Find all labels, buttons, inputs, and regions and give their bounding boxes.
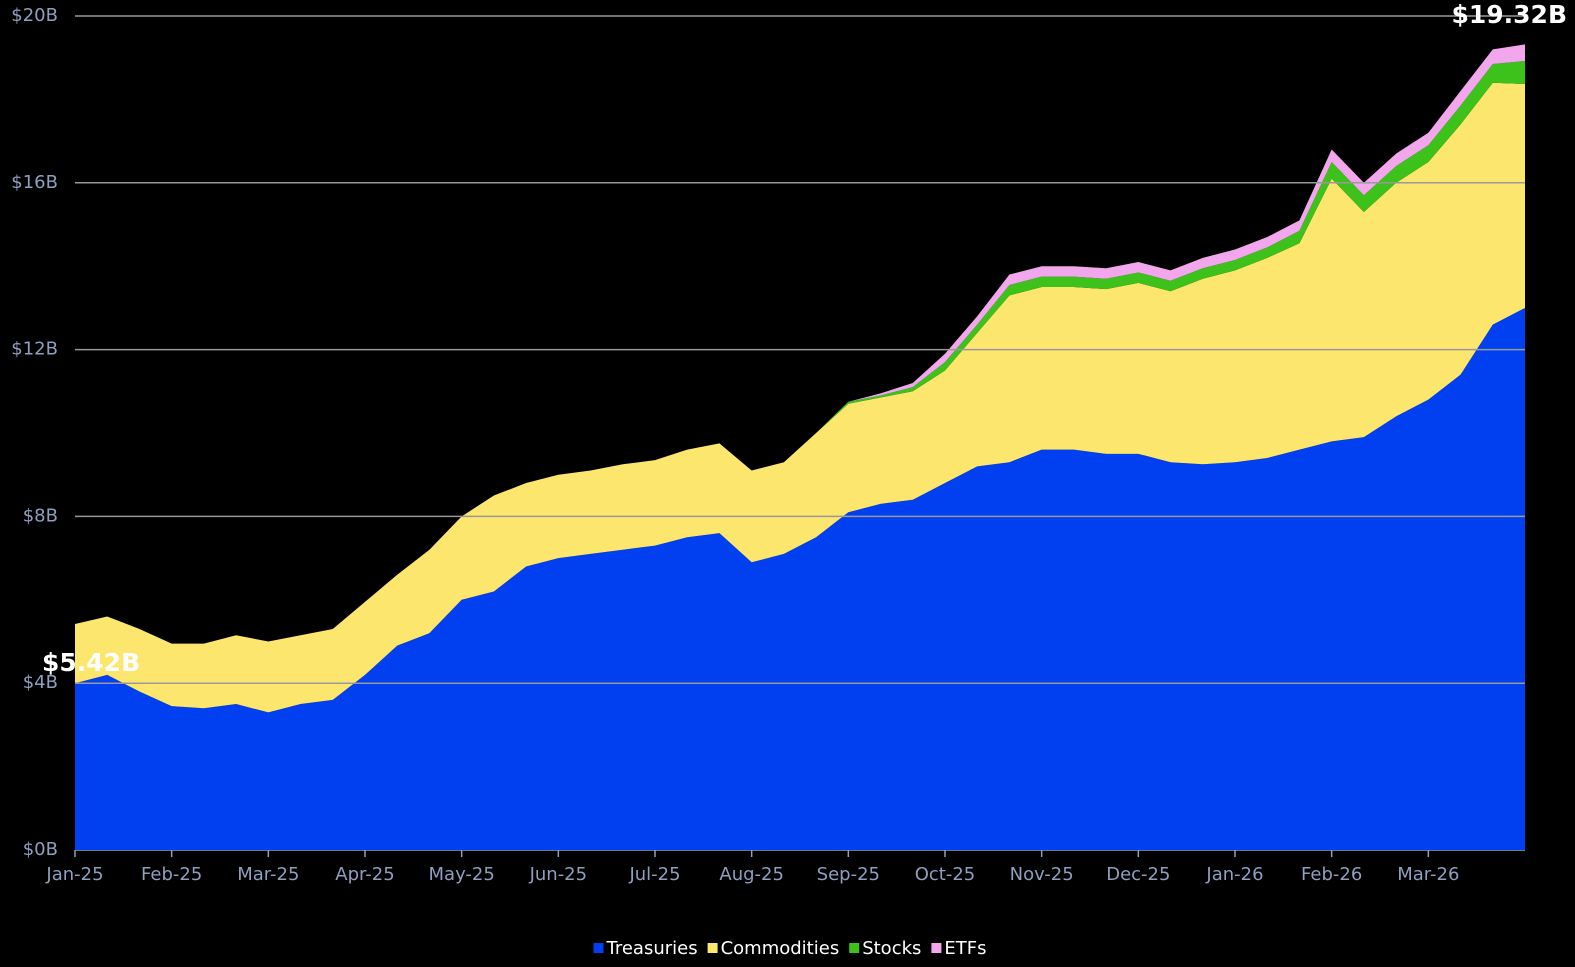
areas <box>75 44 1525 850</box>
x-tick-label: Mar-25 <box>237 864 299 885</box>
x-tick-label: Jun-25 <box>529 864 588 885</box>
area <box>75 307 1525 850</box>
legend-label: Stocks <box>862 938 921 959</box>
legend-label: ETFs <box>944 938 986 959</box>
legend-label: Treasuries <box>605 938 697 959</box>
y-tick-label: $12B <box>11 339 58 360</box>
legend-label: Commodities <box>721 938 840 959</box>
x-tick-label: Oct-25 <box>915 864 976 885</box>
x-tick-label: Feb-26 <box>1301 864 1362 885</box>
legend-swatch <box>593 943 604 953</box>
x-tick-label: Jan-25 <box>45 864 103 885</box>
x-tick-label: May-25 <box>429 864 495 885</box>
x-tick-label: Mar-26 <box>1397 864 1459 885</box>
x-tick-label: Aug-25 <box>719 864 784 885</box>
y-tick-label: $20B <box>11 5 58 26</box>
y-tick-label: $8B <box>23 505 58 526</box>
area <box>75 82 1525 713</box>
legend-swatch <box>707 943 718 953</box>
x-tick-label: Feb-25 <box>141 864 202 885</box>
legend: Treasuries Commodities Stocks ETFs <box>593 938 987 959</box>
y-tick-label: $4B <box>23 672 58 693</box>
legend-swatch <box>931 943 942 953</box>
legend-swatch <box>849 943 860 953</box>
x-tick-label: Dec-25 <box>1106 864 1170 885</box>
annotation: $5.42B <box>42 648 140 677</box>
x-tick-label: Jul-25 <box>628 864 680 885</box>
x-tick-label: Sep-25 <box>817 864 880 885</box>
x-tick-label: Apr-25 <box>335 864 394 885</box>
y-tick-label: $16B <box>11 172 58 193</box>
x-tick-label: Jan-26 <box>1205 864 1263 885</box>
y-tick-label: $0B <box>23 839 58 860</box>
annotation: $19.32B <box>1451 0 1567 29</box>
x-tick-label: Nov-25 <box>1010 864 1074 885</box>
